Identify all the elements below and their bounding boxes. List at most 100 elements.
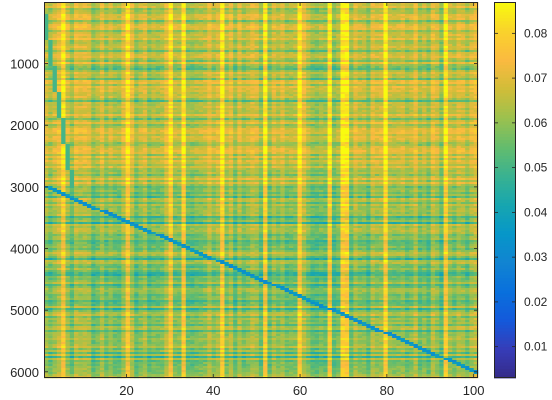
heatmap-cell [258, 76, 264, 79]
heatmap-cell [250, 34, 255, 37]
heatmap-cell [220, 24, 225, 27]
heatmap-cell [202, 100, 208, 103]
heatmap-cell [52, 34, 58, 37]
heatmap-cell [44, 6, 49, 9]
heatmap-cell [417, 28, 423, 31]
heatmap-cell [409, 38, 414, 41]
heatmap-cell [160, 46, 165, 49]
heatmap-cell [456, 22, 462, 25]
heatmap-cell [310, 12, 316, 15]
heatmap-cell [233, 66, 238, 69]
heatmap-cell [168, 46, 174, 49]
heatmap-cell [172, 98, 178, 101]
heatmap-cell [426, 50, 432, 53]
heatmap-cell [198, 26, 204, 29]
heatmap-cell [48, 12, 53, 15]
heatmap-cell [99, 30, 105, 33]
heatmap-cell [331, 20, 337, 23]
heatmap-cell [112, 98, 118, 101]
heatmap-cell [417, 72, 423, 75]
heatmap-cell [465, 24, 470, 27]
heatmap-cell [366, 32, 371, 35]
heatmap-cell [74, 98, 79, 101]
heatmap-cell [387, 56, 393, 59]
heatmap-cell [344, 82, 350, 85]
heatmap-cell [349, 94, 354, 97]
heatmap-cell [336, 94, 341, 97]
heatmap-cell [276, 4, 281, 7]
heatmap-cell [284, 64, 290, 67]
heatmap-cell [185, 90, 191, 93]
heatmap-cell [465, 48, 470, 51]
heatmap-cell [288, 74, 294, 77]
heatmap-cell [366, 68, 371, 71]
heatmap-cell [288, 6, 294, 9]
heatmap-cell [78, 20, 83, 23]
heatmap-cell [387, 22, 393, 25]
heatmap-cell [452, 98, 457, 101]
heatmap-cell [61, 4, 66, 7]
heatmap-cell [207, 96, 212, 99]
heatmap-cell [52, 82, 58, 85]
heatmap-cell [112, 92, 118, 95]
heatmap-cell [267, 74, 273, 77]
heatmap-cell [138, 28, 144, 31]
heatmap-cell [396, 56, 401, 59]
heatmap-cell [400, 80, 406, 83]
heatmap-cell [99, 100, 105, 103]
heatmap-cell [155, 90, 161, 93]
heatmap-cell [447, 8, 453, 11]
heatmap-cell [104, 62, 109, 65]
heatmap-cell [129, 86, 135, 89]
heatmap-cell [465, 68, 470, 71]
heatmap-cell [237, 32, 242, 35]
heatmap-cell [104, 74, 109, 77]
heatmap-cell [310, 32, 316, 35]
heatmap-cell [314, 70, 320, 73]
heatmap-cell [121, 48, 126, 51]
heatmap-cell [138, 98, 144, 101]
heatmap-cell [74, 40, 79, 43]
heatmap-cell [263, 32, 268, 35]
heatmap-cell [151, 72, 157, 75]
heatmap-cell [164, 56, 169, 59]
heatmap-cell [250, 6, 255, 9]
heatmap-cell [125, 24, 131, 27]
heatmap-cell [310, 26, 316, 29]
heatmap-cell [108, 70, 114, 73]
heatmap-cell [52, 6, 58, 9]
heatmap-cell [452, 24, 457, 27]
heatmap-cell [172, 48, 178, 51]
heatmap-cell [430, 44, 436, 47]
heatmap-cell [293, 20, 298, 23]
heatmap-cell [112, 72, 118, 75]
heatmap-cell [271, 50, 277, 53]
heatmap-cell [142, 16, 148, 19]
heatmap-cell [392, 98, 397, 101]
heatmap-cell [465, 10, 470, 13]
heatmap-cell [117, 18, 122, 21]
heatmap-cell [48, 80, 53, 83]
heatmap-cell [400, 16, 406, 19]
heatmap-cell [69, 30, 75, 33]
heatmap-cell [250, 78, 255, 81]
heatmap-cell [108, 82, 114, 85]
heatmap-cell [452, 54, 457, 57]
heatmap-cell [404, 66, 410, 69]
heatmap-cell [400, 52, 406, 55]
heatmap-cell [44, 68, 49, 71]
heatmap-cell [134, 88, 139, 91]
heatmap-cell [344, 36, 350, 39]
heatmap-cell [95, 74, 101, 77]
heatmap-cell [181, 38, 187, 41]
heatmap-cell [241, 46, 247, 49]
heatmap-cell [400, 6, 406, 9]
heatmap-cell [52, 44, 58, 47]
heatmap-cell [181, 24, 187, 27]
heatmap-cell [250, 100, 255, 103]
heatmap-cell [301, 52, 307, 55]
heatmap-cell [452, 56, 457, 59]
heatmap-cell [379, 58, 384, 61]
heatmap-cell [306, 18, 311, 21]
heatmap-cell [44, 8, 49, 11]
